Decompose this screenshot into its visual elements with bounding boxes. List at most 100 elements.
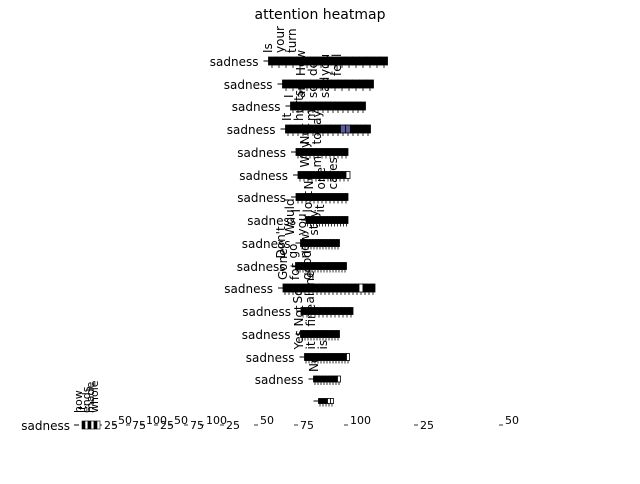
heatmap-cell (332, 307, 338, 315)
heatmap-cell (335, 216, 340, 224)
heatmap-cell (328, 262, 332, 270)
heatmap-cell (330, 101, 336, 111)
heatmap-cell (339, 148, 345, 156)
heatmap-cell (335, 101, 341, 111)
heatmap-cell (340, 101, 346, 111)
heatmap-cell (330, 398, 334, 404)
colorbar-tick-label: 75 (190, 419, 204, 432)
word-label: Gone (276, 248, 290, 280)
heatmap-cell (90, 420, 95, 430)
heatmap-cell (338, 216, 343, 224)
word-label: go (286, 244, 300, 259)
bottom-word-label: it (76, 405, 89, 413)
colorbar-tick-label: 100 (206, 414, 227, 427)
bottom-word-label: made (84, 382, 97, 413)
heatmap-cell (93, 420, 98, 430)
heatmap-cell (323, 216, 328, 224)
row-label: sadness (247, 214, 296, 228)
heatmap-cell (340, 124, 346, 134)
heatmap-cell (340, 353, 344, 361)
word-label: for (288, 263, 302, 280)
heatmap-cell (327, 398, 331, 404)
heatmap-cell (331, 375, 335, 383)
word-label: So (291, 289, 305, 304)
row-label: sadness (242, 237, 291, 251)
heatmap-cell (366, 79, 374, 89)
heatmap-cell (343, 148, 349, 156)
heatmap-cell (341, 171, 347, 179)
word-label: fine (304, 304, 318, 327)
heatmap-cell (331, 148, 337, 156)
heatmap-cell (324, 330, 328, 338)
heatmap-cell (350, 124, 356, 134)
word-label: Why (298, 141, 312, 168)
row-label: sadness (242, 305, 291, 319)
heatmap-cell (285, 124, 291, 134)
heatmap-cell (87, 420, 92, 430)
heatmap-cell (329, 216, 334, 224)
word-label: cares (326, 157, 340, 189)
heatmap-cell (315, 193, 321, 201)
heatmap-cell (362, 283, 368, 293)
heatmap-cell (331, 353, 335, 361)
heatmap-cell (282, 283, 288, 293)
heatmap-cell (348, 307, 354, 315)
heatmap-cell (344, 307, 350, 315)
heatmap-cell (354, 283, 360, 293)
word-label: now (298, 234, 312, 259)
row-label: sadness (224, 282, 273, 296)
heatmap-cell (316, 262, 320, 270)
word-label: Would (283, 198, 297, 235)
heatmap-cell (331, 193, 337, 201)
heatmap-cell (331, 262, 335, 270)
heatmap-cell (366, 283, 372, 293)
word-label: Is (261, 43, 275, 53)
colorbar-tick-label: 100 (146, 414, 167, 427)
heatmap-cell (324, 398, 328, 404)
word-label: me (310, 148, 324, 167)
word-label: Not (298, 123, 312, 144)
word-label: I (282, 94, 296, 98)
heatmap-cell (340, 307, 346, 315)
heatmap-cell (324, 239, 328, 247)
heatmap-cell (320, 307, 326, 315)
row-label: sadness (21, 419, 70, 433)
heatmap-cell (319, 262, 323, 270)
bottom-word-label: ends (80, 386, 93, 413)
word-label: No (302, 173, 316, 189)
heatmap-cell (370, 283, 376, 293)
heatmap-cell (343, 193, 349, 201)
heatmap-cell (338, 79, 346, 89)
colorbar-tick-label: 50 (118, 414, 132, 427)
heatmap-cell (319, 193, 325, 201)
heatmap-cell (330, 283, 336, 293)
heatmap-cell (326, 216, 331, 224)
heatmap-cell (318, 239, 322, 247)
colorbar-tick-label: 100 (350, 414, 371, 427)
word-label: alone (303, 270, 317, 303)
heatmap-cell (355, 124, 361, 134)
heatmap-cell (327, 330, 331, 338)
row-label: sadness (237, 146, 286, 160)
word-label: Don't (274, 226, 288, 258)
heatmap-cell (313, 375, 317, 383)
heatmap-cell (340, 262, 344, 270)
heatmap-cell (318, 398, 322, 404)
heatmap-cell (81, 420, 86, 430)
heatmap-cell (275, 56, 283, 66)
heatmap-cell (327, 193, 333, 201)
word-label: Yes (292, 330, 306, 350)
heatmap-cell (321, 330, 325, 338)
word-label: How (294, 50, 308, 76)
heatmap-cell (328, 375, 332, 383)
heatmap-cell (334, 375, 338, 383)
heatmap-cell (333, 330, 337, 338)
heatmap-cell (359, 56, 367, 66)
heatmap-cell (325, 375, 329, 383)
heatmap-cell (322, 262, 326, 270)
heatmap-cell (359, 79, 367, 89)
word-label: is (316, 340, 330, 350)
heatmap-cell (343, 353, 347, 361)
heatmap-cell (334, 283, 340, 293)
